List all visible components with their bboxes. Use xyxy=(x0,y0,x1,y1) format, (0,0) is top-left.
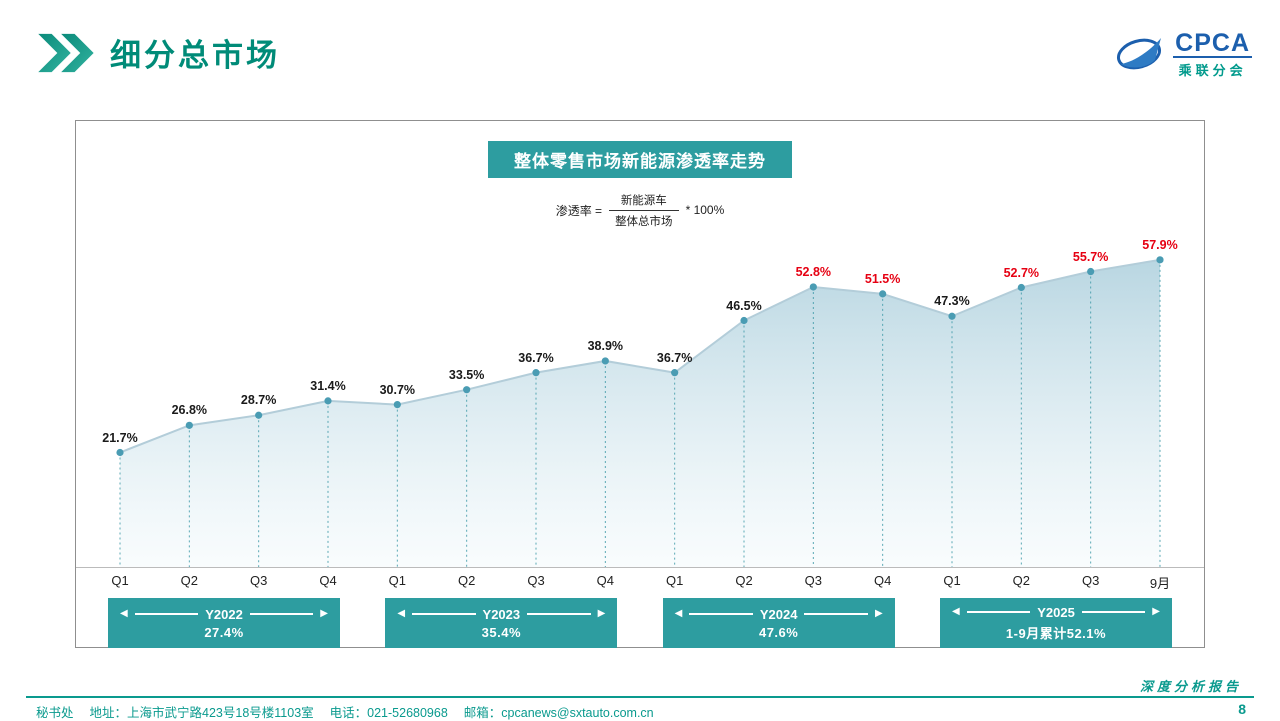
data-point-label: 26.8% xyxy=(171,403,208,418)
x-axis-label: Q2 xyxy=(180,573,198,588)
band-arrow-line xyxy=(249,613,314,615)
x-axis-label: Q3 xyxy=(804,573,822,588)
footer-phone: 电话：021-52680968 xyxy=(329,706,448,720)
report-type-label: 深度分析报告 xyxy=(1139,679,1242,694)
band-arrow-line xyxy=(527,613,591,615)
x-axis-label: Q2 xyxy=(1012,573,1030,588)
x-axis-label: Q4 xyxy=(319,573,337,588)
data-point-label: 30.7% xyxy=(379,382,416,397)
cpca-swoosh-icon xyxy=(1117,37,1162,69)
band-arrow-right-icon: ▶ xyxy=(597,608,606,619)
band-arrow-left-icon: ◀ xyxy=(397,608,406,619)
year-band-top: ◀ Y2023 ▶ xyxy=(397,607,605,622)
data-point-label: 51.5% xyxy=(864,271,901,286)
chart-panel: 整体零售市场新能源渗透率走势 渗透率 = 新能源车 整体总市场 * 100% 2… xyxy=(75,120,1205,648)
x-axis-label: Q1 xyxy=(111,573,129,588)
chart-title-banner-wrap: 整体零售市场新能源渗透率走势 xyxy=(76,141,1204,178)
logo-subtitle: 乘联分会 xyxy=(1178,63,1247,79)
band-arrow-line xyxy=(689,613,753,615)
band-arrow-line xyxy=(134,613,199,615)
formula-fraction: 新能源车 整体总市场 xyxy=(609,192,679,229)
footer-address: 地址：上海市武宁路423号18号楼1103室 xyxy=(89,706,314,720)
year-band-label: Y2023 xyxy=(482,606,521,622)
footer-divider xyxy=(26,696,1254,698)
band-arrow-line xyxy=(804,613,868,615)
band-arrow-right-icon: ▶ xyxy=(320,608,328,619)
band-arrow-line xyxy=(412,613,476,615)
data-point-label: 47.3% xyxy=(934,294,970,309)
year-band: ◀ Y2024 ▶ 47.6% xyxy=(662,598,895,648)
footer-email: 邮箱：cpcanews@sxtauto.com.cn xyxy=(463,706,654,720)
data-point-label: 46.5% xyxy=(726,298,762,313)
data-point-label: 33.5% xyxy=(448,367,485,382)
year-band-top: ◀ Y2022 ▶ xyxy=(120,607,328,622)
year-band-value: 47.6% xyxy=(758,624,799,640)
data-point-label: 36.7% xyxy=(656,350,693,365)
cpca-logo: CPCA 乘联分会 xyxy=(1113,30,1252,79)
year-band: ◀ Y2022 ▶ 27.4% xyxy=(108,598,340,648)
x-axis-label: Q4 xyxy=(596,573,614,588)
chart-svg xyxy=(76,256,1204,568)
data-point-label: 55.7% xyxy=(1072,249,1109,264)
x-axis-label: Q3 xyxy=(249,573,268,588)
x-axis-label: Q1 xyxy=(388,573,406,588)
data-point-label: 28.7% xyxy=(240,393,277,408)
data-point-label: 57.9% xyxy=(1142,237,1178,252)
formula-numerator: 新能源车 xyxy=(609,192,679,211)
footer-contact: 秘书处 地址：上海市武宁路423号18号楼1103室 电话：021-526809… xyxy=(36,702,654,721)
year-band-value: 35.4% xyxy=(481,624,522,640)
year-band-value: 27.4% xyxy=(204,624,244,640)
penetration-formula: 渗透率 = 新能源车 整体总市场 * 100% xyxy=(76,188,1204,232)
year-band: ◀ Y2025 ▶ 1-9月累计52.1% xyxy=(940,598,1172,648)
year-band: ◀ Y2023 ▶ 35.4% xyxy=(385,598,618,648)
slide-header: 细分总市场 xyxy=(36,30,280,75)
chart-title-banner: 整体零售市场新能源渗透率走势 xyxy=(488,141,792,178)
data-point-label: 38.9% xyxy=(587,338,624,353)
x-axis-label: Q4 xyxy=(873,573,892,588)
year-band-label: Y2022 xyxy=(205,606,243,622)
year-band-label: Y2025 xyxy=(1037,604,1075,620)
x-axis-label: Q3 xyxy=(527,573,545,588)
year-band-label: Y2024 xyxy=(759,606,798,622)
data-point-label: 52.8% xyxy=(795,264,832,279)
double-chevron-icon xyxy=(38,33,94,72)
band-arrow-line xyxy=(966,611,1031,613)
data-point-label: 21.7% xyxy=(102,430,138,445)
footer-org: 秘书处 xyxy=(36,706,74,720)
data-point-label: 31.4% xyxy=(310,378,346,393)
band-arrow-right-icon: ▶ xyxy=(874,608,883,619)
year-band-value: 1-9月累计52.1% xyxy=(1005,625,1107,641)
x-axis-label: Q1 xyxy=(943,573,961,588)
year-band-top: ◀ Y2024 ▶ xyxy=(675,607,883,622)
page-number: 8 xyxy=(1238,701,1246,717)
formula-lhs: 渗透率 = xyxy=(555,203,603,218)
band-arrow-left-icon: ◀ xyxy=(952,606,960,617)
logo-cpca-wordmark: CPCA xyxy=(1173,29,1252,59)
x-axis-labels: Q1 Q2 Q3 Q4 Q1 Q2 Q3 Q4 Q1 Q2 Q3 Q4 Q1 Q2 Q3 9月 xyxy=(76,572,1204,592)
band-arrow-left-icon: ◀ xyxy=(674,608,683,619)
band-arrow-line xyxy=(1081,611,1146,613)
data-point-label: 36.7% xyxy=(518,350,554,365)
x-axis-label: Q1 xyxy=(665,573,684,588)
x-axis-label: Q2 xyxy=(735,573,753,588)
band-arrow-right-icon: ▶ xyxy=(1152,606,1160,617)
plot-area: 21.7% 26.8% 28.7% 31.4% 30.7% 33.5% 36.7% 38.9%… xyxy=(76,238,1204,568)
band-arrow-left-icon: ◀ xyxy=(120,608,128,619)
data-point-label: 52.7% xyxy=(1003,265,1040,280)
formula-denominator: 整体总市场 xyxy=(615,215,673,228)
year-band-top: ◀ Y2025 ▶ xyxy=(952,605,1160,620)
year-bands: ◀ Y2022 ▶ 27.4% ◀ Y2023 ▶ 35.4% ◀ Y2024 ▶ 47.6% ◀ Y20… xyxy=(76,598,1204,648)
x-axis-label: 9月 xyxy=(1149,576,1171,591)
page-title: 细分总市场 xyxy=(110,38,280,73)
x-axis-label: Q2 xyxy=(457,573,476,588)
cpca-logo-text: CPCA 乘联分会 xyxy=(1173,30,1252,79)
formula-rhs: * 100% xyxy=(685,203,725,217)
x-axis-label: Q3 xyxy=(1081,573,1100,588)
